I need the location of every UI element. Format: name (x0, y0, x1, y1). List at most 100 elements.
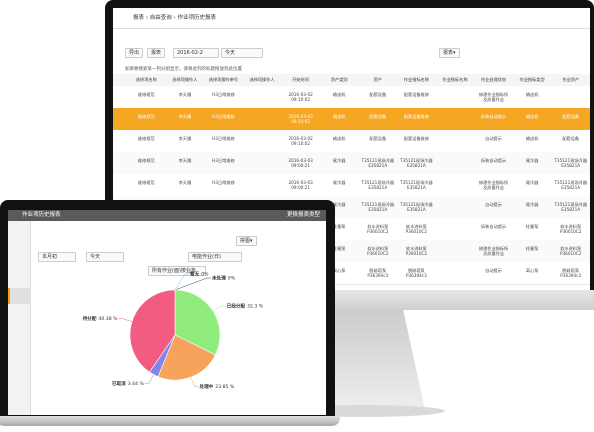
date-input[interactable]: 2016-02-2 (173, 48, 219, 58)
pie-slice (129, 289, 176, 373)
slice-value: 0% (228, 276, 236, 282)
leader-line (174, 277, 211, 291)
table-cell: 自动提示 (485, 202, 502, 207)
column-header: 开始时间 (292, 77, 309, 82)
table-cell: 软水进料泵 P36010C2 (405, 246, 428, 256)
pie-slice (157, 334, 216, 381)
table-cell: 输送机 (525, 92, 539, 97)
table-cell: 输送机 (332, 114, 346, 119)
table-cell: 拆装自动提示 (480, 114, 507, 119)
table-cell: 软水进料泵 P36010C2 (367, 246, 389, 256)
table-cell: 输送机 (332, 136, 346, 141)
table-cell: T35121现场冷器 E35821A (361, 180, 395, 190)
column-header: 选择项名称 (135, 77, 157, 82)
table-cell: 维修规范 (137, 180, 155, 185)
chart-type-button[interactable]: 拼图▾ (236, 236, 257, 246)
table-cell: T35121现场冷器 E35821A (400, 202, 433, 212)
table-cell (436, 246, 475, 258)
leader-line (190, 376, 199, 387)
table-cell: 李天娥 (178, 158, 192, 163)
table-cell: 配套设备维修 (403, 136, 429, 141)
title-bar: 作业项历史报表 更换报表类型 (8, 210, 326, 221)
filter[interactable]: 今天 (86, 252, 124, 262)
table-cell: 输送机 (332, 92, 346, 97)
column-header: 选择项操作人 (172, 77, 198, 82)
table-cell: 柱塞泵 (332, 246, 346, 251)
table-cell: T35121现场冷器 E35821A (400, 158, 433, 168)
sidebar-active[interactable] (8, 288, 30, 304)
table-cell: 脱硫塔泵 P36394c3 (560, 268, 582, 278)
table-cell: 软水进料泵 P36010C2 (559, 246, 582, 256)
table-cell: 拆装自动提示 (480, 158, 507, 163)
table-cell (436, 224, 475, 236)
table-cell: 软水进料泵 P36010C2 (367, 224, 389, 234)
group-hint: 如果要搜索某一列分组显示，请将此列的标题拖放到此位置 (125, 67, 242, 72)
table-cell: 2016-03-03 09:10:02 (288, 114, 313, 124)
table-cell: 输送机 (525, 114, 539, 119)
table-cell: 柱塞泵 (332, 224, 346, 229)
table-cell (243, 158, 282, 170)
table-cell: 修理作业指标所 及质量作业 (478, 180, 509, 190)
pie-slice (174, 289, 221, 356)
table-cell: H3日常维修 (212, 92, 235, 97)
slice-name: 未处理 (211, 275, 226, 282)
slice-value: 0% (201, 272, 209, 278)
table-cell: 尾冷器 (525, 158, 539, 163)
table-cell (436, 92, 475, 104)
table-cell: 柱塞泵 (525, 224, 539, 229)
crumb[interactable]: 报表 (133, 15, 145, 21)
table-cell: 配套设备 (369, 114, 387, 119)
table-cell (436, 114, 475, 126)
table-cell: H3日常维修 (212, 158, 235, 163)
table-cell: 配套设备 (562, 136, 580, 141)
table-cell: 柱塞泵 (525, 246, 539, 251)
export-button[interactable]: 导出 (125, 48, 144, 58)
report-button[interactable]: 报表 (147, 48, 166, 58)
table-cell: 尾冷器 (525, 202, 539, 207)
filter[interactable]: 本月初 (38, 252, 76, 262)
table-cell: 修理作业指标所 及质量作业 (478, 92, 509, 102)
table-cell: 离心泵 (525, 268, 539, 273)
table-cell: 软水进料泵 P36010C2 (559, 224, 582, 234)
table-cell: T35121现场冷器 E35821A (361, 158, 395, 168)
table-cell (436, 268, 475, 280)
table-cell: 维修规范 (137, 158, 155, 163)
table-cell: 配套设备 (369, 92, 387, 97)
table-cell: 脱硫塔泵 P36394c3 (367, 268, 389, 278)
table-cell: 配套设备维修 (403, 92, 429, 97)
table-cell: 配套设备维修 (403, 114, 429, 119)
crumb[interactable]: 自由查询 (149, 15, 172, 21)
column-header: 选择项操作单号 (208, 77, 239, 82)
table-cell: 2016-03-02 09:10:02 (288, 92, 313, 102)
table-cell: T35121现场冷器 E35821A (400, 180, 433, 190)
table-cell: 维修规范 (137, 136, 155, 141)
table-cell: 李天娥 (178, 92, 192, 97)
period-input[interactable]: 今天 (221, 48, 263, 58)
pie-chart: 暂无 0%未处理 0%已经分配 32.3 %处理中 23.85 %已取消 3.44 %待分… (83, 271, 264, 390)
table-cell: 维修规范 (137, 114, 155, 119)
table-cell: 李天娥 (178, 136, 192, 141)
laptop-screen: 作业项历史报表 更换报表类型 拼图▾ 本月初 今天 电能作业(日) 所有作业(面… (8, 210, 326, 415)
table-cell (243, 180, 282, 192)
table-cell (436, 158, 475, 170)
table-cell: 配套设备 (562, 114, 580, 119)
table-cell: H3日常维修 (212, 136, 235, 141)
table-cell (243, 114, 282, 126)
report-select[interactable]: 报表▾ (439, 48, 460, 58)
table-cell (436, 180, 475, 192)
filter[interactable]: 所有作业(面)按业务 (148, 266, 206, 276)
table-cell (551, 92, 590, 104)
laptop-base (0, 416, 340, 426)
switch-link[interactable]: 更换报表类型 (286, 212, 320, 218)
column-header: 作业指标类型 (519, 77, 545, 82)
slice-name: 处理中 (198, 383, 213, 390)
filter[interactable]: 电能作业(日) (188, 252, 242, 262)
leader-line (174, 273, 189, 291)
crumb: 作业项历史报表 (177, 15, 216, 21)
table-cell: 拆装自动提示 (480, 224, 507, 229)
table-cell: T35121现场冷器 E35821A (361, 202, 395, 212)
table-cell (436, 202, 475, 214)
table-cell: 维修规范 (137, 92, 155, 97)
table-cell: H3日常维修 (212, 114, 235, 119)
table-cell: 2016-03-02 09:10:02 (288, 136, 313, 146)
